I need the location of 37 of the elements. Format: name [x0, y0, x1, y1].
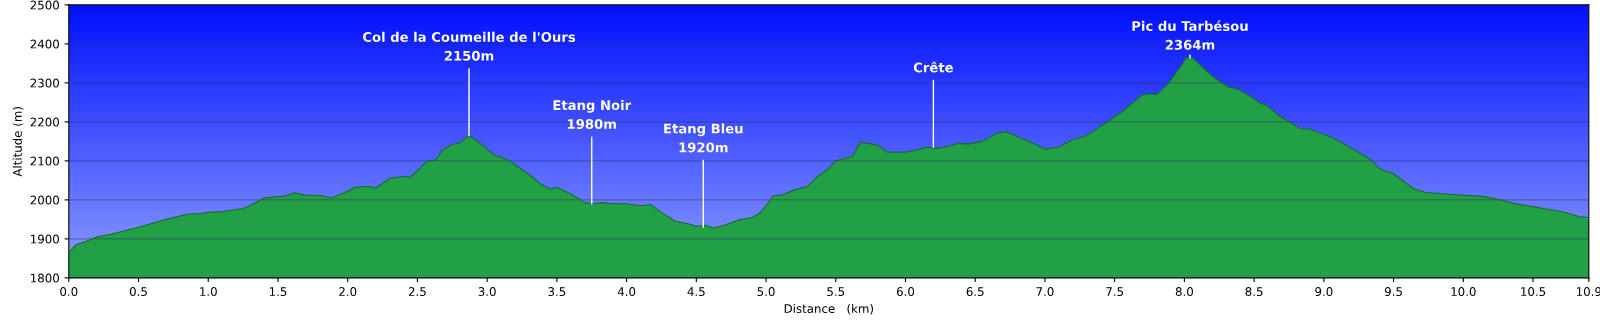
x-tick-label: 0.5	[129, 287, 147, 297]
annotation: Etang Bleu 1920m	[664, 123, 743, 153]
x-tick-label: 10.0	[1451, 287, 1476, 297]
x-tick-label: 8.0	[1175, 287, 1193, 297]
x-tick-label: 6.0	[896, 287, 915, 297]
x-tick-label: 2.5	[408, 287, 426, 297]
x-tick-label: 8.5	[1245, 287, 1263, 297]
x-tick-label: 4.0	[617, 287, 636, 297]
x-tick-label: 9.0	[1315, 287, 1333, 297]
x-tick-label: 10.5	[1521, 287, 1546, 297]
x-tick-label: 9.5	[1384, 287, 1402, 297]
x-tick-label: 3.5	[548, 287, 566, 297]
x-tick-label: 5.0	[757, 287, 775, 297]
x-tick-label: 6.5	[966, 287, 984, 297]
x-tick-label: 5.5	[827, 287, 845, 297]
y-tick-label: 2000	[30, 195, 59, 205]
annotation: Etang Noir 1980m	[553, 99, 632, 129]
y-tick-label: 2400	[30, 39, 59, 49]
annotation: Crête	[913, 61, 953, 73]
annotation: Pic du Tarbésou 2364m	[1132, 20, 1248, 50]
y-tick-label: 1900	[31, 234, 59, 244]
y-tick-label: 1800	[31, 273, 59, 283]
y-tick-label: 2300	[30, 78, 59, 88]
y-tick-label: 2200	[30, 117, 59, 127]
x-axis-title: Distance (km)	[784, 303, 873, 315]
y-tick-label: 2100	[30, 156, 59, 166]
x-tick-label: 3.0	[478, 287, 496, 297]
y-tick-label: 2500	[30, 0, 59, 10]
x-tick-label: 1.5	[269, 287, 287, 297]
x-tick-label: 4.5	[687, 287, 705, 297]
x-tick-label: 7.5	[1106, 287, 1124, 297]
y-axis-title: Altitude (m)	[12, 107, 24, 177]
x-tick-label: 1.0	[200, 287, 217, 297]
x-tick-label: 7.0	[1036, 287, 1054, 297]
x-tick-label: 0.0	[60, 287, 78, 297]
x-tick-label: 2.0	[339, 287, 357, 297]
annotation: Col de la Coumeille de l'Ours 2150m	[363, 31, 576, 61]
